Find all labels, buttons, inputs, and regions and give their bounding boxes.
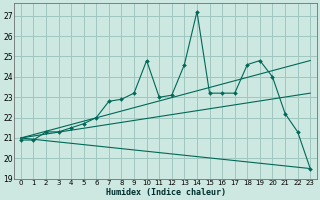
X-axis label: Humidex (Indice chaleur): Humidex (Indice chaleur) xyxy=(106,188,226,197)
